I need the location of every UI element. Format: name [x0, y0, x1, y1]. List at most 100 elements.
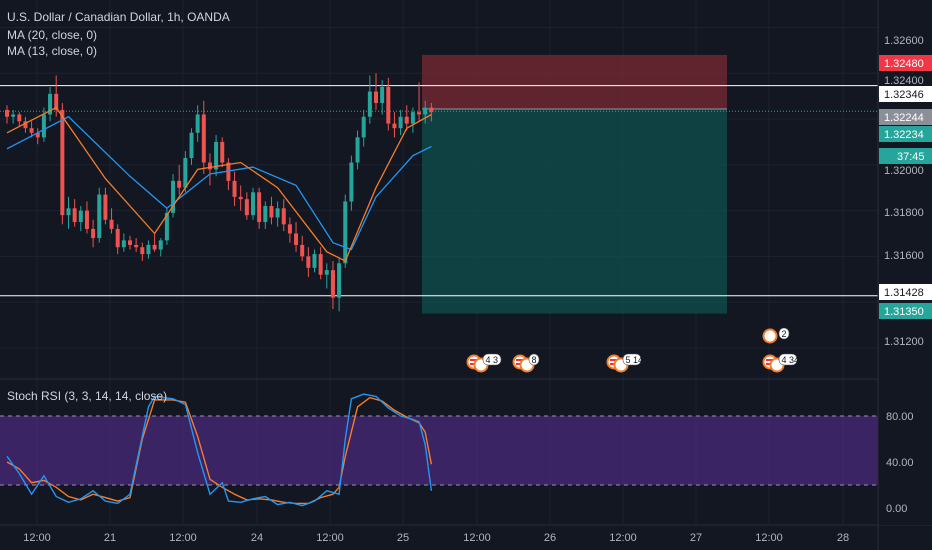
candle-body	[84, 210, 89, 229]
candle-body	[300, 244, 305, 257]
price-tag-label: 1.31600	[884, 250, 924, 262]
candle-body	[60, 109, 65, 216]
event-count-text: 8	[532, 355, 537, 365]
candle-body	[35, 132, 40, 138]
candle-body	[66, 208, 71, 216]
candle-body	[281, 208, 286, 225]
event-count-badge	[778, 327, 790, 340]
symbol-title: U.S. Dollar / Canadian Dollar, 1h, OANDA	[7, 10, 230, 24]
moving-averages	[6, 106, 432, 262]
candle-body	[134, 244, 139, 248]
price-tag-entry[interactable]	[879, 109, 932, 125]
price-tag-label: 1.32234	[884, 129, 924, 141]
candle-body	[23, 121, 28, 129]
event-count-text: 4 3	[486, 355, 499, 365]
time-tick-label: 12:00	[169, 532, 197, 544]
price-tag-label: 1.32600	[884, 35, 924, 47]
price-tag-label: 1.31200	[884, 336, 924, 348]
flag-stripe	[766, 359, 774, 361]
candle-body	[232, 180, 237, 197]
candle-body	[171, 180, 176, 213]
candle-body	[429, 107, 434, 113]
event-flag-icon[interactable]: 2	[762, 327, 790, 344]
price-tag-label: 1.32244	[884, 112, 924, 124]
price-tag-label: 1.32480	[884, 58, 924, 70]
candle-body	[54, 93, 59, 110]
price-tag-stop[interactable]	[879, 55, 932, 71]
time-tick-label: 12:00	[316, 532, 344, 544]
time-tick-label: 12:00	[463, 532, 491, 544]
price-axis[interactable]: 1.32600 1.32480 1.32400 1.32346 1.32244 1.322…	[877, 0, 932, 550]
price-tag-label: 1.31350	[884, 306, 924, 318]
candle-body	[374, 91, 378, 104]
time-tick-label: 12:00	[609, 532, 637, 544]
time-tick-label: 12:00	[23, 532, 51, 544]
price-tag-line[interactable]	[879, 284, 932, 300]
candle-body	[380, 86, 385, 104]
candle-body	[392, 123, 397, 129]
event-flag-icon[interactable]: 8	[512, 353, 540, 373]
candle-body	[275, 208, 280, 218]
candle-body	[5, 109, 9, 117]
price-tag-last[interactable]	[879, 126, 932, 142]
candle-body	[251, 192, 255, 216]
price-tag-label: 1.31428	[884, 287, 924, 299]
flag-stripe	[516, 359, 524, 361]
price-tag-line[interactable]	[879, 86, 932, 102]
stoch-rsi-label: Stoch RSI (3, 3, 14, 14, close)	[7, 389, 168, 403]
event-count-text: 4 34	[782, 355, 800, 365]
candle-body	[152, 244, 157, 250]
candle-body	[97, 194, 102, 239]
event-flag-icon[interactable]: 4 3	[466, 353, 502, 373]
candle-body	[109, 219, 114, 229]
candle-body	[269, 206, 274, 218]
candle-body	[330, 270, 335, 298]
event-flag-icon[interactable]: 4 34	[762, 353, 800, 373]
candle-body	[306, 256, 311, 268]
position-tool[interactable]	[0, 54, 878, 314]
candle-body	[29, 128, 34, 133]
stop-loss-zone[interactable]	[422, 54, 727, 109]
candle-body	[410, 112, 415, 124]
event-count-badge	[528, 353, 540, 366]
stoch-rsi-band	[0, 416, 878, 485]
candle-body	[48, 93, 53, 115]
candle-body	[294, 233, 299, 245]
candle-body	[318, 254, 323, 275]
ma13-label: MA (13, close, 0)	[7, 44, 98, 58]
stoch-d-line	[6, 396, 433, 505]
candle-body	[220, 141, 225, 163]
event-flag-icon-core	[764, 330, 776, 342]
candle-body	[287, 224, 292, 234]
candle-body	[386, 86, 391, 124]
event-count-badge	[482, 353, 502, 366]
price-tag-label: 1.32346	[884, 89, 924, 101]
ma13-line	[6, 106, 432, 262]
event-count-text: 5 14	[626, 355, 644, 365]
candle-body	[17, 114, 22, 122]
time-axis[interactable]: 12:00 21 12:00 24 12:00 25 12:00 26 12:00 27 12:00…	[23, 532, 849, 544]
candle-body	[121, 240, 126, 248]
candle-body	[103, 194, 108, 220]
price-tag-countdown[interactable]	[879, 148, 932, 164]
candle-body	[417, 112, 422, 115]
candle-body	[355, 137, 360, 163]
price-tag-target[interactable]	[879, 303, 932, 319]
event-flag-icon[interactable]: 5 14	[606, 353, 644, 373]
candle-body	[244, 199, 249, 216]
time-tick-label: 24	[251, 532, 263, 544]
horizontal-lines[interactable]	[0, 85, 878, 297]
time-tick-label: 28	[837, 532, 849, 544]
candle-body	[41, 114, 46, 138]
candle-body	[214, 141, 219, 170]
time-tick-label: 12:00	[755, 532, 783, 544]
candle-body	[128, 240, 132, 245]
event-count-badge	[622, 353, 642, 366]
stoch-axis-tick: 40.00	[886, 457, 914, 469]
candle-body	[201, 114, 206, 163]
take-profit-zone[interactable]	[422, 108, 727, 314]
candle-body	[177, 180, 182, 188]
flag-stripe	[610, 359, 618, 361]
